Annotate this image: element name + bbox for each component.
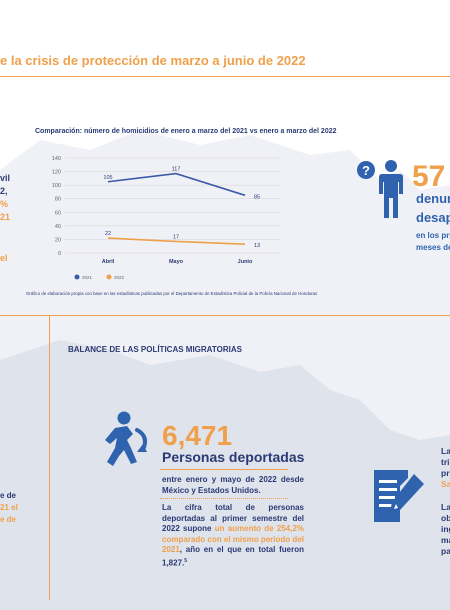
y-tick-label: 0: [58, 251, 61, 257]
deported-person-icon: [105, 411, 147, 466]
right-text-fragment: La: [441, 446, 450, 456]
legend-marker: [106, 274, 112, 280]
disappearance-period: en los prim meses de: [416, 230, 450, 254]
chart-y-ticks: 0 20 40 60 80 100 120 140: [52, 156, 61, 257]
left-text-fragment: %: [0, 199, 9, 209]
left-text-fragment: el: [0, 253, 8, 263]
y-tick-label: 80: [55, 197, 61, 203]
left-text-fragment: 21: [0, 212, 11, 222]
disappearance-count: 57: [412, 160, 446, 193]
left-text-fragment: 21 el: [0, 503, 18, 512]
chart-series: [107, 172, 246, 245]
deportations-dotted-divider: [160, 498, 288, 499]
footnote-marker: 5: [184, 557, 188, 564]
disappearance-period-line: meses de: [416, 243, 450, 252]
left-text-fragment: e de: [0, 515, 17, 524]
deportations-period: entre enero y mayo de 2022 desde México …: [162, 475, 304, 495]
chart-grid: [65, 157, 280, 254]
right-text-fragment: pri: [441, 468, 450, 478]
header-divider: [0, 76, 450, 77]
deportations-count: 6,471: [162, 420, 233, 451]
deportations-summary-part: La cifra total de personas deportadas al…: [162, 503, 304, 533]
chart-legend: 2021 2022: [74, 274, 125, 280]
data-label: 22: [105, 231, 111, 237]
data-label: 105: [103, 175, 112, 181]
right-text-fragment: ing: [441, 524, 450, 534]
svg-text:?: ?: [362, 163, 370, 178]
series-line-2022: [107, 237, 246, 245]
section-title: BALANCE DE LAS POLÍTICAS MIGRATORIAS: [68, 345, 242, 354]
right-text-fragment: Sa: [441, 479, 450, 489]
chart-x-ticks: Abril Mayo Junio: [102, 259, 253, 265]
deportations-divider: [160, 469, 288, 470]
chart-data-labels: 105 117 85 22 17 13: [103, 167, 260, 250]
data-label: 85: [254, 194, 260, 200]
series-line-2021: [107, 172, 246, 197]
y-tick-label: 120: [52, 170, 61, 176]
column-divider: [49, 316, 50, 600]
data-label: 17: [173, 234, 179, 240]
disappearance-period-line: en los prim: [416, 231, 450, 240]
y-tick-label: 100: [52, 183, 61, 189]
page-title: e la crisis de protección de marzo a jun…: [0, 53, 306, 68]
disappearance-desc-line: desapa: [416, 210, 450, 225]
disappearance-description: denun desapa: [416, 189, 450, 227]
x-tick-label: Junio: [238, 259, 253, 265]
deportations-summary: La cifra total de personas deportadas al…: [162, 503, 304, 569]
legend-label: 2022: [114, 275, 125, 280]
deportations-label: Personas deportadas: [162, 449, 305, 465]
disappearance-desc-line: denun: [416, 191, 450, 206]
y-tick-label: 140: [52, 156, 61, 162]
y-tick-label: 60: [55, 210, 61, 216]
right-text-fragment: ma: [441, 535, 450, 545]
data-label: 13: [254, 243, 260, 249]
person-question-icon: ?: [357, 160, 403, 218]
right-text-fragment: tri: [441, 457, 450, 467]
right-text-fragment: ob: [441, 513, 450, 523]
homicide-line-chart: 0 20 40 60 80 100 120 140 Abril Mayo Junio 105 117…: [52, 156, 280, 280]
x-tick-label: Abril: [102, 259, 115, 265]
map-background: [0, 130, 450, 610]
chart-source-note: Gráfico de elaboración propia con base e…: [26, 291, 318, 296]
section-divider: [0, 315, 450, 316]
document-pen-icon: [374, 470, 424, 522]
deportations-increase-highlight: un aumento de 254,2% comparado con el mi…: [162, 524, 305, 554]
legend-label: 2021: [82, 275, 93, 280]
chart-title: Comparación: número de homicidios de ene…: [35, 128, 337, 135]
y-tick-label: 20: [55, 237, 61, 243]
deportations-summary-part: , año en el que en total fueron 1,827.: [162, 545, 304, 568]
right-text-fragment: La: [441, 502, 450, 512]
right-text-fragment: pa: [441, 546, 450, 556]
legend-marker: [74, 274, 80, 280]
data-label: 117: [172, 167, 181, 173]
left-text-fragment: 2,: [0, 186, 8, 196]
left-text-fragment: e de: [0, 491, 17, 500]
y-tick-label: 40: [55, 224, 61, 230]
left-text-fragment: vil: [0, 173, 11, 183]
x-tick-label: Mayo: [169, 259, 184, 265]
